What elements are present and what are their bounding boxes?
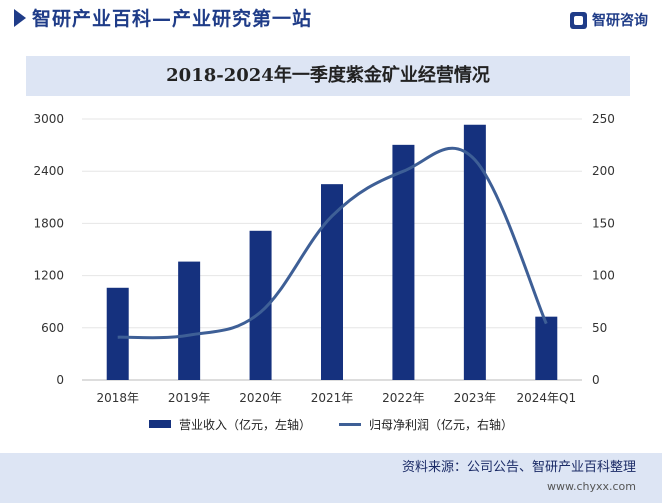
bar <box>106 287 129 380</box>
left-tick-label: 1200 <box>33 269 64 283</box>
logo-icon <box>570 11 587 29</box>
x-tick-label: 2024年Q1 <box>516 391 576 405</box>
top-bar: 智研产业百科—产业研究第一站 智研咨询 <box>0 0 662 40</box>
bar <box>392 144 415 380</box>
x-tick-label: 2022年 <box>382 391 425 405</box>
left-tick-label: 3000 <box>33 112 64 126</box>
legend: 营业收入（亿元，左轴） 归母净利润（亿元，右轴） <box>0 415 662 433</box>
left-tick-label: 2400 <box>33 164 64 178</box>
right-tick-label: 200 <box>592 164 615 178</box>
left-tick-label: 600 <box>41 321 64 335</box>
brand-title: 智研产业百科—产业研究第一站 <box>14 5 312 33</box>
logo: 智研咨询 <box>570 9 648 31</box>
right-axis: 0 50 100 150 200 250 <box>592 112 615 387</box>
left-axis: 0 600 1200 1800 2400 3000 <box>33 112 64 387</box>
x-tick-label: 2018年 <box>96 391 139 405</box>
left-tick-label: 1800 <box>33 216 64 230</box>
play-icon <box>14 9 26 27</box>
profit-line <box>117 146 548 340</box>
right-tick-label: 50 <box>592 321 607 335</box>
chart-title: 2018-2024年一季度紫金矿业经营情况 <box>26 56 630 96</box>
logo-text: 智研咨询 <box>592 13 648 29</box>
source-note: 资料来源：公司公告、智研产业百科整理 <box>401 460 636 475</box>
legend-item-revenue: 营业收入（亿元，左轴） <box>148 416 311 433</box>
x-tick-label: 2020年 <box>239 391 282 405</box>
legend-label-profit: 归母净利润（亿元，右轴） <box>369 417 514 432</box>
bar-series <box>106 124 558 380</box>
legend-label-revenue: 营业收入（亿元，左轴） <box>178 417 311 432</box>
right-tick-label: 150 <box>592 216 615 230</box>
legend-item-profit: 归母净利润（亿元，右轴） <box>339 416 513 433</box>
x-tick-label: 2023年 <box>454 391 497 405</box>
bar <box>321 184 343 380</box>
bar <box>249 230 272 380</box>
bar <box>535 316 558 380</box>
x-tick-label: 2021年 <box>311 391 354 405</box>
left-tick-label: 0 <box>56 373 64 387</box>
legend-swatch-bar <box>148 420 171 428</box>
bar <box>178 261 201 380</box>
line-series <box>117 146 548 340</box>
legend-swatch-line <box>339 422 361 426</box>
right-tick-label: 100 <box>592 269 615 283</box>
bar <box>463 124 486 380</box>
x-tick-label: 2019年 <box>168 391 211 405</box>
site-url: www.chyxx.com <box>546 480 636 493</box>
x-axis: 2018年 2019年 2020年 2021年 2022年 2023年 2024年Q1 <box>96 391 576 405</box>
right-tick-label: 250 <box>592 112 615 126</box>
brand-title-text: 智研产业百科—产业研究第一站 <box>32 8 313 30</box>
footer-bar <box>0 453 662 503</box>
right-tick-label: 0 <box>592 373 600 387</box>
